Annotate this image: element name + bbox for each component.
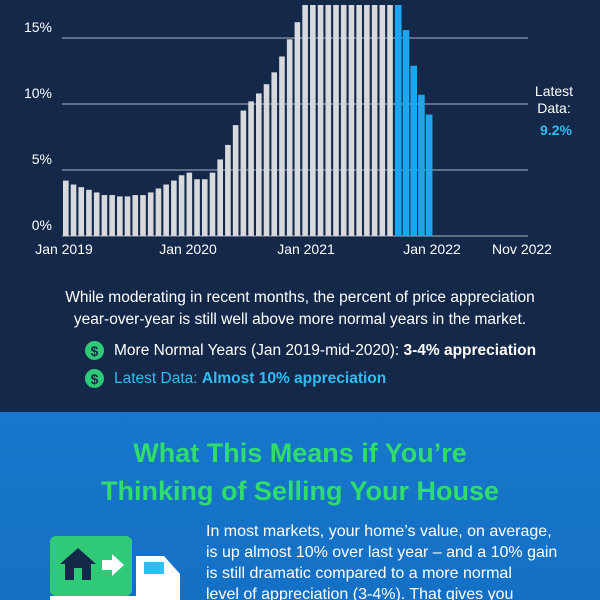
x-tick-label: Nov 2022 — [492, 241, 552, 257]
heading-line-1: What This Means if You’re — [133, 438, 467, 468]
bar — [302, 5, 308, 236]
bar — [271, 72, 278, 236]
bar — [248, 101, 254, 236]
bar — [117, 196, 123, 236]
bar — [356, 5, 362, 236]
bar — [147, 192, 154, 236]
bar — [225, 144, 231, 236]
bar — [232, 125, 239, 236]
annotation-label: Latest — [535, 83, 573, 99]
bar — [379, 5, 386, 236]
y-tick-label: 0% — [32, 217, 52, 233]
bar — [109, 195, 115, 236]
bar — [217, 159, 223, 236]
y-tick-label: 15% — [24, 19, 52, 35]
bar — [410, 65, 417, 236]
bar — [418, 94, 425, 236]
chart-section: 0% 5% 10% 15% Jan 2019 Jan 2020 Jan 2021 Jan 20… — [0, 0, 600, 412]
bar — [394, 5, 402, 236]
y-tick-label: 5% — [32, 151, 52, 167]
x-tick-label: Jan 2019 — [35, 241, 93, 257]
section-heading: What This Means if You’re Thinking of Se… — [0, 434, 600, 510]
bar — [279, 56, 285, 237]
legend-item-normal-years: $ More Normal Years (Jan 2019-mid-2020):… — [85, 341, 536, 360]
body-line: is still dramatic compared to a more nor… — [206, 565, 512, 582]
x-tick-label: Jan 2022 — [403, 241, 461, 257]
legend-item-latest-data: $ Latest Data: Almost 10% appreciation — [85, 369, 386, 388]
bar — [86, 189, 92, 236]
bar — [425, 114, 433, 236]
dollar-icon: $ — [85, 369, 104, 388]
bar — [186, 172, 193, 236]
chart-caption: While moderating in recent months, the p… — [30, 287, 570, 331]
bar — [140, 195, 146, 236]
bar — [70, 184, 77, 236]
x-tick-label: Jan 2020 — [159, 241, 217, 257]
bar — [163, 184, 169, 236]
legend-text: Latest Data: Almost 10% appreciation — [114, 369, 387, 387]
bar — [371, 5, 378, 236]
y-tick-label: 10% — [24, 85, 52, 101]
bar — [194, 179, 200, 236]
bar — [124, 196, 131, 236]
bar — [101, 195, 108, 236]
bar — [178, 175, 185, 236]
annotation-value: 9.2% — [540, 122, 572, 138]
bar — [63, 180, 69, 236]
bar — [294, 22, 301, 236]
caption-line-1: While moderating in recent months, the p… — [65, 289, 535, 306]
bar — [263, 84, 270, 236]
bar — [286, 39, 293, 236]
bar — [387, 5, 393, 236]
bar — [310, 5, 316, 236]
bar — [348, 5, 355, 236]
bar — [402, 30, 410, 236]
bar — [364, 5, 370, 236]
legend-text: More Normal Years (Jan 2019-mid-2020): 3… — [114, 341, 537, 359]
bar — [201, 179, 208, 236]
bar — [240, 110, 247, 236]
body-line: is up almost 10% over last year – and a … — [206, 544, 558, 561]
heading-line-2: Thinking of Selling Your House — [100, 476, 499, 506]
moving-truck-icon — [50, 536, 180, 600]
body-line: level of appreciation (3-4%). That gives… — [206, 586, 514, 600]
bar — [333, 5, 339, 236]
bar — [78, 187, 85, 236]
bar — [93, 192, 100, 236]
bar — [155, 188, 162, 236]
x-tick-label: Jan 2021 — [277, 241, 335, 257]
bar — [132, 195, 139, 236]
bar — [256, 93, 262, 236]
section-body: In most markets, your home’s value, on a… — [206, 521, 576, 600]
bar — [171, 180, 177, 236]
body-line: In most markets, your home’s value, on a… — [206, 523, 552, 540]
bar — [317, 5, 324, 236]
appreciation-bar-chart: 0% 5% 10% 15% Jan 2019 Jan 2020 Jan 2021 Jan 20… — [24, 5, 573, 257]
dollar-icon: $ — [85, 341, 104, 360]
selling-section: What This Means if You’re Thinking of Se… — [0, 412, 600, 600]
bar — [325, 5, 332, 236]
caption-line-2: year-over-year is still well above more … — [73, 311, 527, 328]
annotation-label: Data: — [537, 100, 570, 116]
bar — [340, 5, 347, 236]
bar — [209, 172, 216, 236]
